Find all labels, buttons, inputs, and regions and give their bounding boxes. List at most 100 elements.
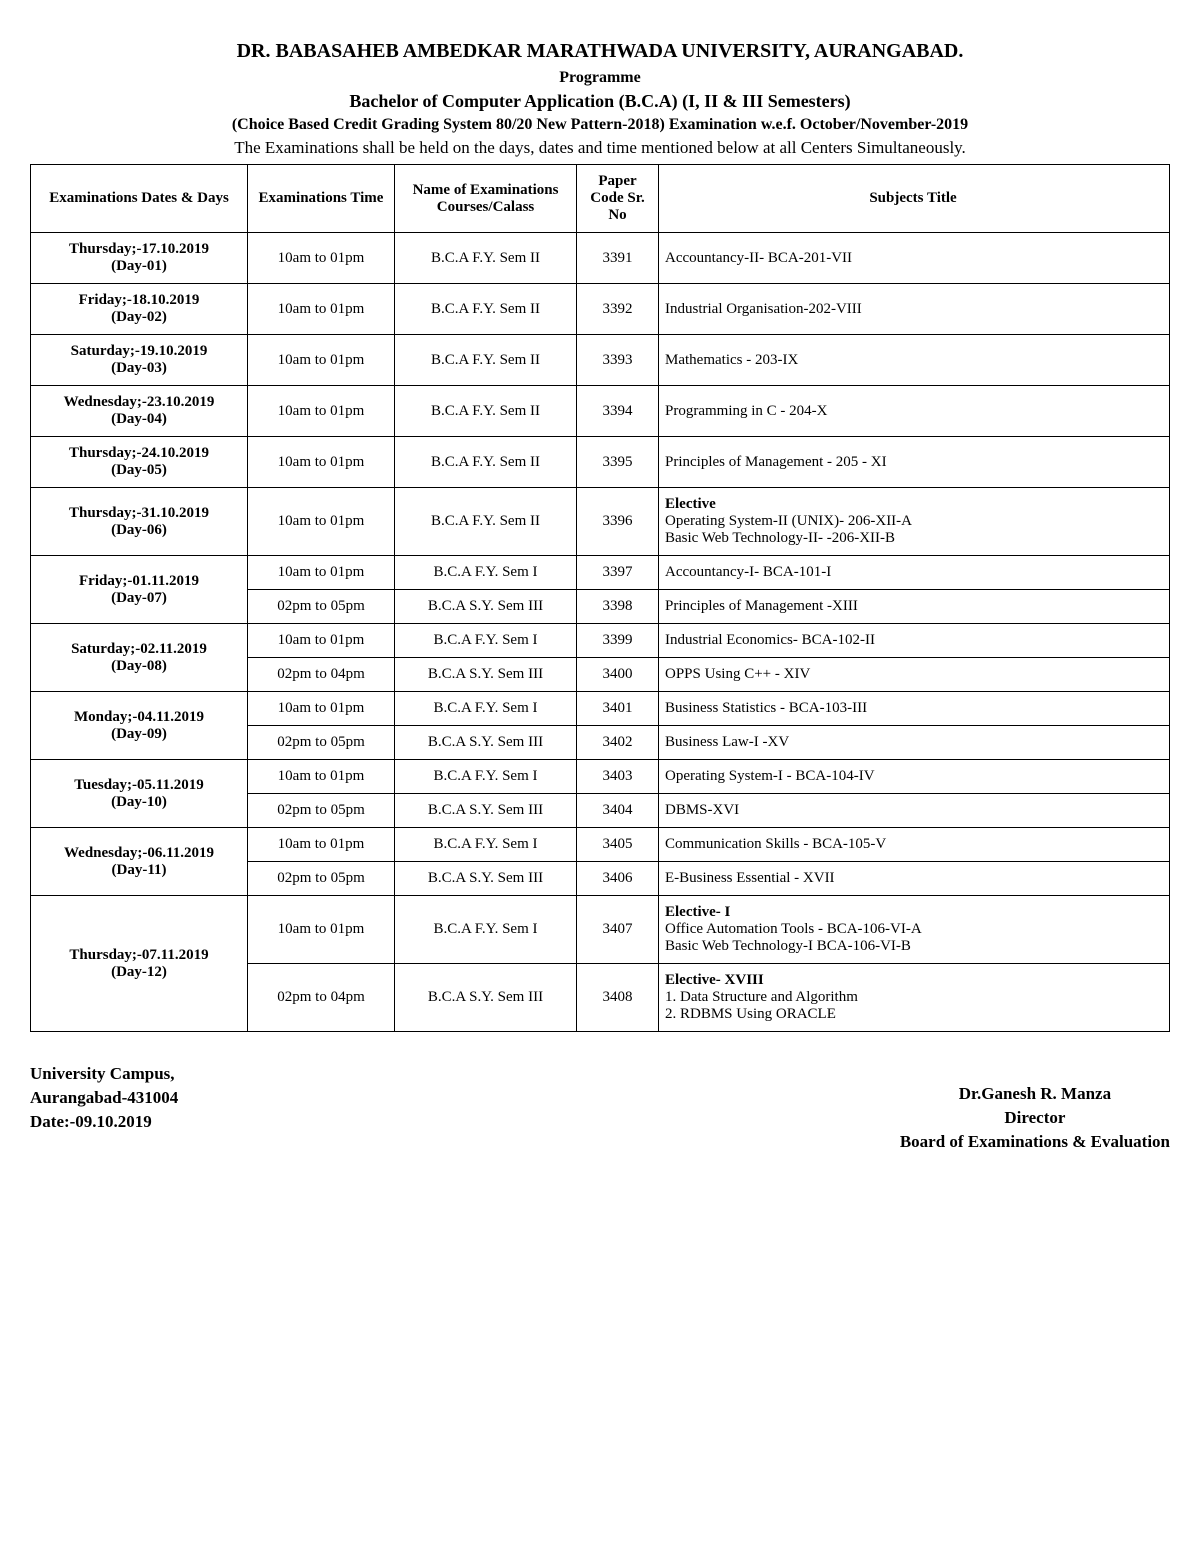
cell-course: B.C.A F.Y. Sem II <box>395 233 577 284</box>
cell-subject: Elective- IOffice Automation Tools - BCA… <box>659 896 1170 964</box>
cell-date: Thursday;-24.10.2019(Day-05) <box>31 437 248 488</box>
cell-time: 10am to 01pm <box>248 488 395 556</box>
cell-time: 10am to 01pm <box>248 692 395 726</box>
cell-course: B.C.A F.Y. Sem II <box>395 335 577 386</box>
cell-code: 3397 <box>577 556 659 590</box>
col-header-subject: Subjects Title <box>659 165 1170 233</box>
cell-code: 3391 <box>577 233 659 284</box>
cell-subject: Industrial Organisation-202-VIII <box>659 284 1170 335</box>
footer-left: University Campus, Aurangabad-431004 Dat… <box>30 1062 178 1153</box>
cell-date: Tuesday;-05.11.2019(Day-10) <box>31 760 248 828</box>
table-row: Tuesday;-05.11.2019(Day-10)10am to 01pmB… <box>31 760 1170 794</box>
cell-course: B.C.A F.Y. Sem I <box>395 828 577 862</box>
director-title: Director <box>900 1106 1170 1130</box>
programme-name: Bachelor of Computer Application (B.C.A)… <box>30 91 1170 112</box>
cell-code: 3402 <box>577 726 659 760</box>
cell-code: 3400 <box>577 658 659 692</box>
cell-time: 02pm to 04pm <box>248 658 395 692</box>
table-row: Thursday;-07.11.2019(Day-12)10am to 01pm… <box>31 896 1170 964</box>
cell-time: 02pm to 04pm <box>248 964 395 1032</box>
cell-time: 10am to 01pm <box>248 437 395 488</box>
cell-subject: Mathematics - 203-IX <box>659 335 1170 386</box>
date-line: Date:-09.10.2019 <box>30 1110 178 1134</box>
university-name: DR. BABASAHEB AMBEDKAR MARATHWADA UNIVER… <box>30 40 1170 63</box>
cell-date: Wednesday;-23.10.2019(Day-04) <box>31 386 248 437</box>
cell-time: 10am to 01pm <box>248 335 395 386</box>
cell-code: 3398 <box>577 590 659 624</box>
cell-code: 3396 <box>577 488 659 556</box>
cell-subject: Business Law-I -XV <box>659 726 1170 760</box>
table-row: Friday;-18.10.2019(Day-02)10am to 01pmB.… <box>31 284 1170 335</box>
cell-code: 3392 <box>577 284 659 335</box>
cell-code: 3407 <box>577 896 659 964</box>
cell-subject: Business Statistics - BCA-103-III <box>659 692 1170 726</box>
cell-course: B.C.A F.Y. Sem I <box>395 624 577 658</box>
table-body: Thursday;-17.10.2019(Day-01)10am to 01pm… <box>31 233 1170 1032</box>
cell-time: 02pm to 05pm <box>248 794 395 828</box>
cell-time: 02pm to 05pm <box>248 726 395 760</box>
table-row: Wednesday;-06.11.2019(Day-11)10am to 01p… <box>31 828 1170 862</box>
director-name: Dr.Ganesh R. Manza <box>900 1082 1170 1106</box>
cell-subject: ElectiveOperating System-II (UNIX)- 206-… <box>659 488 1170 556</box>
cell-time: 10am to 01pm <box>248 828 395 862</box>
cell-subject: Principles of Management -XIII <box>659 590 1170 624</box>
city-line: Aurangabad-431004 <box>30 1086 178 1110</box>
cell-course: B.C.A S.Y. Sem III <box>395 862 577 896</box>
cell-time: 10am to 01pm <box>248 233 395 284</box>
col-header-code: Paper Code Sr. No <box>577 165 659 233</box>
cell-course: B.C.A F.Y. Sem I <box>395 556 577 590</box>
cell-time: 10am to 01pm <box>248 760 395 794</box>
cell-course: B.C.A F.Y. Sem II <box>395 488 577 556</box>
col-header-dates: Examinations Dates & Days <box>31 165 248 233</box>
cell-subject: E-Business Essential - XVII <box>659 862 1170 896</box>
cell-subject: Accountancy-I- BCA-101-I <box>659 556 1170 590</box>
document-container: DR. BABASAHEB AMBEDKAR MARATHWADA UNIVER… <box>30 40 1170 1153</box>
cell-subject: Communication Skills - BCA-105-V <box>659 828 1170 862</box>
cell-time: 10am to 01pm <box>248 896 395 964</box>
cell-subject: Industrial Economics- BCA-102-II <box>659 624 1170 658</box>
table-row: Saturday;-02.11.2019(Day-08)10am to 01pm… <box>31 624 1170 658</box>
table-row: Thursday;-24.10.2019(Day-05)10am to 01pm… <box>31 437 1170 488</box>
cell-date: Saturday;-02.11.2019(Day-08) <box>31 624 248 692</box>
table-row: Saturday;-19.10.2019(Day-03)10am to 01pm… <box>31 335 1170 386</box>
cell-course: B.C.A S.Y. Sem III <box>395 590 577 624</box>
cell-course: B.C.A F.Y. Sem II <box>395 284 577 335</box>
cell-time: 02pm to 05pm <box>248 590 395 624</box>
cell-time: 10am to 01pm <box>248 556 395 590</box>
cell-subject: Programming in C - 204-X <box>659 386 1170 437</box>
col-header-time: Examinations Time <box>248 165 395 233</box>
table-row: Friday;-01.11.2019(Day-07)10am to 01pmB.… <box>31 556 1170 590</box>
cell-date: Saturday;-19.10.2019(Day-03) <box>31 335 248 386</box>
cell-date: Thursday;-17.10.2019(Day-01) <box>31 233 248 284</box>
cell-code: 3394 <box>577 386 659 437</box>
cell-course: B.C.A F.Y. Sem I <box>395 692 577 726</box>
cell-code: 3408 <box>577 964 659 1032</box>
campus-line: University Campus, <box>30 1062 178 1086</box>
cell-course: B.C.A F.Y. Sem II <box>395 386 577 437</box>
cell-subject: Elective- XVIII1. Data Structure and Alg… <box>659 964 1170 1032</box>
cell-course: B.C.A S.Y. Sem III <box>395 964 577 1032</box>
cell-code: 3395 <box>577 437 659 488</box>
cell-course: B.C.A S.Y. Sem III <box>395 726 577 760</box>
table-row: Thursday;-17.10.2019(Day-01)10am to 01pm… <box>31 233 1170 284</box>
exam-pattern: (Choice Based Credit Grading System 80/2… <box>30 116 1170 134</box>
cell-subject: Accountancy-II- BCA-201-VII <box>659 233 1170 284</box>
table-row: Wednesday;-23.10.2019(Day-04)10am to 01p… <box>31 386 1170 437</box>
cell-date: Thursday;-31.10.2019(Day-06) <box>31 488 248 556</box>
footer: University Campus, Aurangabad-431004 Dat… <box>30 1062 1170 1153</box>
board-name: Board of Examinations & Evaluation <box>900 1130 1170 1154</box>
cell-date: Thursday;-07.11.2019(Day-12) <box>31 896 248 1032</box>
footer-right: Dr.Ganesh R. Manza Director Board of Exa… <box>900 1082 1170 1153</box>
cell-code: 3404 <box>577 794 659 828</box>
cell-time: 10am to 01pm <box>248 624 395 658</box>
cell-subject: Principles of Management - 205 - XI <box>659 437 1170 488</box>
cell-date: Friday;-01.11.2019(Day-07) <box>31 556 248 624</box>
cell-code: 3399 <box>577 624 659 658</box>
cell-course: B.C.A F.Y. Sem I <box>395 896 577 964</box>
cell-time: 10am to 01pm <box>248 386 395 437</box>
cell-date: Monday;-04.11.2019(Day-09) <box>31 692 248 760</box>
table-row: Thursday;-31.10.2019(Day-06)10am to 01pm… <box>31 488 1170 556</box>
cell-time: 10am to 01pm <box>248 284 395 335</box>
cell-subject: DBMS-XVI <box>659 794 1170 828</box>
cell-time: 02pm to 05pm <box>248 862 395 896</box>
